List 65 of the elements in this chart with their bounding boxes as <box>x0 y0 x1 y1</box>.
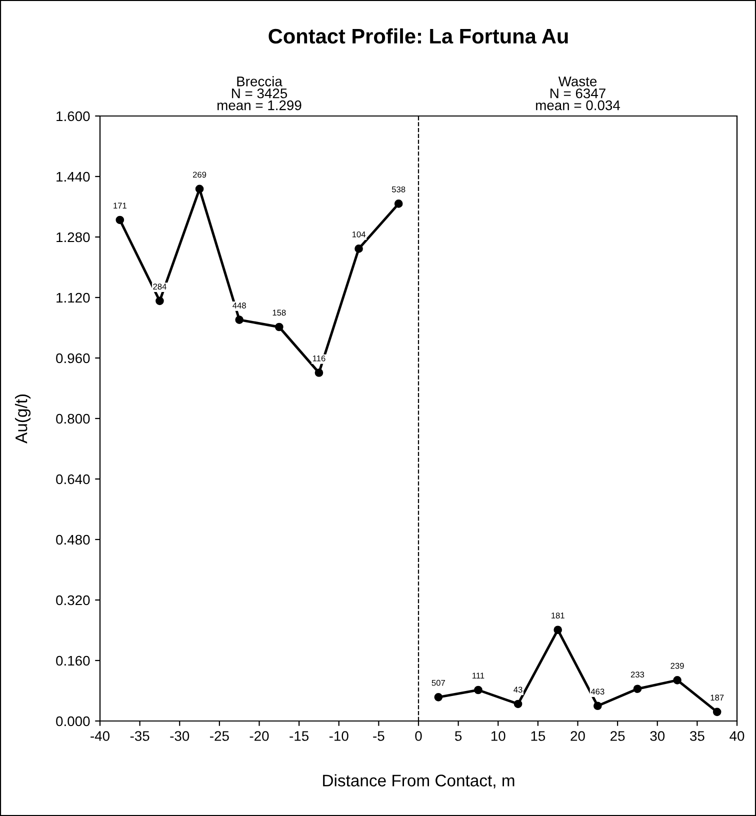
point <box>314 368 324 377</box>
point <box>673 676 682 684</box>
annotation: 171 <box>114 202 126 209</box>
x-tick-label: 5 <box>455 731 462 741</box>
annotation: 463 <box>590 688 604 695</box>
annotation: 43 <box>514 686 522 693</box>
point <box>712 708 722 716</box>
x-tick-label: 10 <box>491 731 506 741</box>
x-tick-label: 20 <box>570 731 585 741</box>
x-tick-label: -25 <box>210 731 229 741</box>
point <box>434 693 443 702</box>
annotation: 233 <box>630 672 644 678</box>
chart-title: Contact Profile: La Fortuna Au <box>268 28 568 44</box>
x-tick-label: 30 <box>650 731 665 741</box>
x-tick-label: 15 <box>531 731 546 741</box>
annotation: 116 <box>312 355 326 362</box>
annotation: 448 <box>232 302 246 308</box>
point <box>354 244 363 253</box>
x-tick-label: 35 <box>690 731 704 741</box>
annotation: 269 <box>193 172 206 178</box>
x-tick-label: -20 <box>250 731 269 741</box>
annotation: 181 <box>552 612 564 619</box>
annotation: 158 <box>272 310 286 316</box>
point <box>394 200 403 208</box>
point <box>116 216 124 224</box>
x-tick-label: -15 <box>290 731 309 741</box>
annotation: 284 <box>153 284 166 290</box>
y-tick-label: 0.160 <box>56 656 90 666</box>
x-tick-label: -10 <box>329 731 348 741</box>
annotation: 538 <box>392 186 406 192</box>
y-tick-label: 1.120 <box>56 292 90 303</box>
y-tick-label: 0.000 <box>56 716 90 726</box>
x-tick-label: -35 <box>130 731 150 741</box>
point <box>195 184 204 194</box>
x-tick-label: -40 <box>90 731 110 741</box>
y-tick-label: 0.640 <box>56 474 90 484</box>
y-tick-label: 0.960 <box>56 353 90 364</box>
y-tick-label: 1.280 <box>56 232 90 242</box>
point <box>274 322 284 332</box>
point <box>554 626 562 634</box>
x-tick-label: 25 <box>610 731 625 741</box>
point <box>633 684 642 694</box>
y-tick-label: 0.480 <box>56 534 90 545</box>
annotation: 104 <box>352 231 366 238</box>
x-tick-label: -30 <box>170 731 190 741</box>
point <box>156 296 164 306</box>
annotation: 507 <box>432 680 445 686</box>
point <box>593 702 602 710</box>
annotation: 111 <box>472 672 484 679</box>
point <box>235 316 244 324</box>
annotation: 239 <box>670 662 684 669</box>
y-axis-title: Au(g/t) <box>14 394 31 444</box>
x-tick-label: 0 <box>415 731 422 741</box>
text: Breccia N = 3425 mean = 1.299 <box>218 76 302 110</box>
y-tick-label: 0.320 <box>56 595 90 606</box>
text: Waste N = 6347 mean = 0.034 <box>536 76 620 110</box>
y-tick-label: 1.600 <box>56 111 90 122</box>
annotation: 187 <box>710 694 724 701</box>
x-tick-label: -5 <box>373 731 384 741</box>
y-tick-label: 1.440 <box>56 172 90 182</box>
x-axis-title: Distance From Contact, m <box>323 774 514 788</box>
y-tick-label: 0.800 <box>56 414 90 424</box>
point <box>514 700 522 708</box>
point <box>474 686 482 694</box>
x-tick-label: 40 <box>730 731 744 741</box>
